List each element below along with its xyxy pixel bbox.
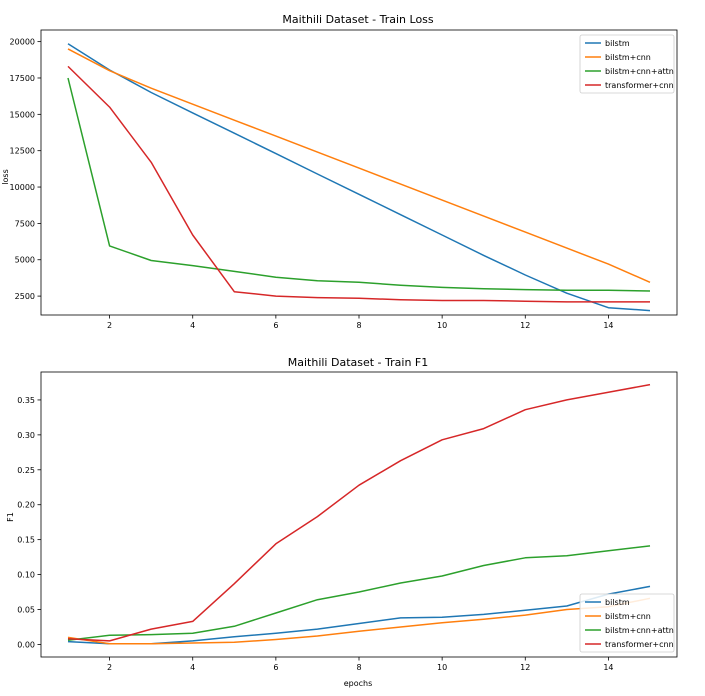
train-loss-ytick-label: 2500 <box>15 292 35 301</box>
train-f1-ytick-label: 0.10 <box>17 571 35 580</box>
train-f1-xtick-label: 8 <box>356 663 361 672</box>
legend-label-transformer-cnn: transformer+cnn <box>605 640 674 649</box>
train-loss-legend-box <box>579 34 675 94</box>
train-loss-lines <box>67 43 651 312</box>
train-loss-xtick-label: 2 <box>107 321 112 330</box>
train-loss-ytick-label: 17500 <box>10 74 35 83</box>
train-loss-ytick-label: 20000 <box>10 38 35 47</box>
train-f1-xtick-label: 4 <box>190 663 195 672</box>
train-f1-xtick-label: 14 <box>603 663 613 672</box>
legend-label-transformer-cnn: transformer+cnn <box>605 81 674 90</box>
train-loss-ytick-label: 10000 <box>10 183 35 192</box>
train-loss-series-bilstm-cnn <box>67 48 651 283</box>
train-f1-xtick-label: 2 <box>107 663 112 672</box>
train-f1-ytick-label: 0.00 <box>17 640 35 649</box>
train-loss-xticks: 2 4 6 8 10 12 14 <box>107 315 614 330</box>
train-f1-ytick-label: 0.05 <box>17 606 35 615</box>
train-loss-ytick-label: 12500 <box>10 147 35 156</box>
legend-label-bilstm-cnn: bilstm+cnn <box>605 612 651 621</box>
train-loss-yticks: 2500 5000 7500 10000 12500 15000 17500 20000 <box>10 38 41 301</box>
legend-label-bilstm-cnn: bilstm+cnn <box>605 53 651 62</box>
train-f1-legend-box <box>579 593 675 653</box>
train-loss-series-bilstm <box>67 43 651 312</box>
train-f1-xlabel: epochs <box>344 679 373 688</box>
train-f1-xticks: 2 4 6 8 10 12 14 <box>107 657 614 672</box>
train-loss-ytick-label: 15000 <box>10 110 35 119</box>
train-loss-series-bilstm-cnn-attn <box>67 77 651 292</box>
legend-label-bilstm-cnn-attn: bilstm+cnn+attn <box>605 67 674 76</box>
train-loss-xtick-label: 6 <box>273 321 278 330</box>
train-f1-ytick-label: 0.25 <box>17 466 35 475</box>
train-f1-lines <box>67 383 651 645</box>
train-f1-xtick-label: 12 <box>520 663 530 672</box>
train-loss-ylabel: loss <box>1 169 10 184</box>
train-f1-series-bilstm-cnn <box>67 597 651 645</box>
train-f1-series-transformer-cnn <box>67 383 651 642</box>
legend-label-bilstm: bilstm <box>605 39 630 48</box>
train-f1-chart: Maithili Dataset - Train F1 F1 epochs 2 4… <box>6 356 678 688</box>
train-loss-ytick-label: 7500 <box>15 219 35 228</box>
train-loss-ytick-label: 5000 <box>15 256 35 265</box>
legend-label-bilstm-cnn-attn: bilstm+cnn+attn <box>605 626 674 635</box>
train-f1-xtick-label: 10 <box>437 663 447 672</box>
train-loss-title: Maithili Dataset - Train Loss <box>282 13 434 26</box>
train-loss-legend: bilstm bilstm+cnn bilstm+cnn+attn transf… <box>579 34 675 94</box>
train-f1-ytick-label: 0.15 <box>17 536 35 545</box>
train-f1-ytick-label: 0.20 <box>17 501 35 510</box>
train-f1-ytick-label: 0.30 <box>17 431 35 440</box>
train-f1-series-bilstm-cnn-attn <box>67 545 651 641</box>
train-loss-xtick-label: 8 <box>356 321 361 330</box>
train-f1-yticks: 0.00 0.05 0.10 0.15 0.20 0.25 0.30 0.35 <box>17 396 41 649</box>
train-loss-series-transformer-cnn <box>67 65 650 303</box>
train-loss-xtick-label: 14 <box>603 321 613 330</box>
train-loss-xtick-label: 12 <box>520 321 530 330</box>
train-loss-xtick-label: 4 <box>190 321 195 330</box>
legend-label-bilstm: bilstm <box>605 598 630 607</box>
train-f1-ytick-label: 0.35 <box>17 396 35 405</box>
train-f1-ylabel: F1 <box>6 512 15 522</box>
train-f1-legend: bilstm bilstm+cnn bilstm+cnn+attn transf… <box>579 593 675 653</box>
train-f1-xtick-label: 6 <box>273 663 278 672</box>
train-f1-title: Maithili Dataset - Train F1 <box>288 356 429 369</box>
train-loss-chart: Maithili Dataset - Train Loss loss 2 4 6 8 1… <box>1 13 678 330</box>
train-loss-xtick-label: 10 <box>437 321 447 330</box>
